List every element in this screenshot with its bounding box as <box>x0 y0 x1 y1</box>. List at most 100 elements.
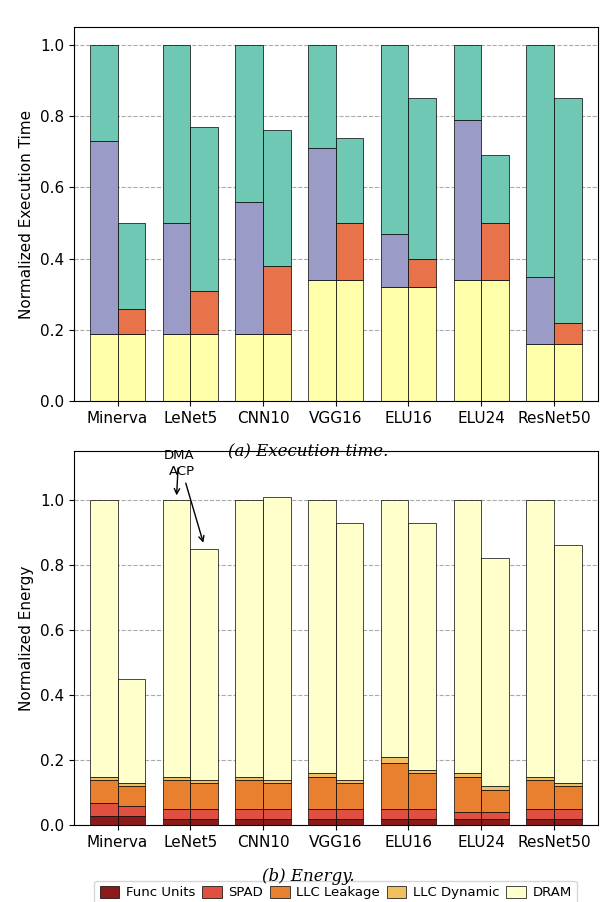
Text: ACP: ACP <box>169 465 204 541</box>
Bar <box>235 45 263 202</box>
Bar <box>90 500 118 777</box>
Legend: Accelerator Compute, ACP, DMA, CPU: Accelerator Compute, ACP, DMA, CPU <box>149 456 522 481</box>
Bar <box>453 773 481 777</box>
Bar <box>481 281 509 401</box>
Bar <box>235 500 263 777</box>
Bar <box>263 131 291 266</box>
Bar <box>235 819 263 825</box>
Bar <box>408 522 436 770</box>
Bar <box>308 819 336 825</box>
Bar <box>408 819 436 825</box>
Bar <box>90 779 118 803</box>
Bar <box>526 777 554 779</box>
Bar <box>481 787 509 789</box>
Bar <box>408 98 436 259</box>
Bar <box>554 787 582 809</box>
Bar <box>190 783 218 809</box>
Bar <box>336 783 363 809</box>
Bar <box>453 777 481 813</box>
Bar <box>263 497 291 779</box>
Bar <box>481 155 509 223</box>
Bar <box>336 223 363 281</box>
Bar <box>381 288 408 401</box>
Bar <box>235 779 263 809</box>
Bar <box>263 334 291 401</box>
Bar <box>554 809 582 819</box>
Bar <box>526 345 554 401</box>
Bar <box>118 783 145 787</box>
Bar <box>554 819 582 825</box>
Bar <box>453 45 481 120</box>
Bar <box>336 809 363 819</box>
Bar <box>308 148 336 281</box>
Bar <box>308 809 336 819</box>
Bar <box>481 819 509 825</box>
Bar <box>554 783 582 787</box>
Bar <box>336 522 363 779</box>
Bar <box>336 779 363 783</box>
Bar <box>526 500 554 777</box>
Bar <box>408 809 436 819</box>
Bar <box>336 281 363 401</box>
Bar <box>526 779 554 809</box>
Bar <box>381 819 408 825</box>
Bar <box>118 223 145 308</box>
Bar <box>381 757 408 763</box>
Bar <box>381 45 408 234</box>
Bar <box>408 773 436 809</box>
Bar <box>453 500 481 773</box>
Bar <box>90 141 118 334</box>
Bar <box>263 266 291 334</box>
Bar <box>235 809 263 819</box>
Bar <box>308 773 336 777</box>
Bar <box>90 803 118 815</box>
Bar <box>408 288 436 401</box>
Bar <box>554 546 582 783</box>
Bar <box>263 809 291 819</box>
Bar <box>453 819 481 825</box>
Legend: Func Units, SPAD, LLC Leakage, LLC Dynamic, DRAM: Func Units, SPAD, LLC Leakage, LLC Dynam… <box>94 880 577 902</box>
Bar <box>163 819 190 825</box>
Bar <box>118 805 145 815</box>
Bar <box>554 98 582 323</box>
Bar <box>481 789 509 813</box>
Bar <box>163 223 190 334</box>
Bar <box>190 779 218 783</box>
Bar <box>381 500 408 757</box>
Bar <box>190 127 218 290</box>
Bar <box>481 223 509 281</box>
Bar <box>308 45 336 148</box>
Bar <box>190 290 218 334</box>
Bar <box>381 809 408 819</box>
Bar <box>90 815 118 825</box>
Bar <box>336 819 363 825</box>
Bar <box>526 277 554 345</box>
Bar <box>263 783 291 809</box>
Bar <box>235 334 263 401</box>
Bar <box>90 45 118 141</box>
Bar <box>163 334 190 401</box>
Bar <box>453 281 481 401</box>
Bar <box>118 334 145 401</box>
Bar <box>118 308 145 334</box>
Bar <box>308 281 336 401</box>
Bar <box>308 500 336 773</box>
Bar <box>163 500 190 777</box>
Bar <box>90 334 118 401</box>
Bar <box>453 120 481 281</box>
Text: (a) Execution time.: (a) Execution time. <box>228 444 388 461</box>
Bar <box>190 819 218 825</box>
Bar <box>263 819 291 825</box>
Text: DMA: DMA <box>163 449 194 494</box>
Bar <box>190 809 218 819</box>
Bar <box>453 813 481 819</box>
Bar <box>163 777 190 779</box>
Bar <box>90 777 118 779</box>
Bar <box>118 815 145 825</box>
Bar <box>235 202 263 334</box>
Bar <box>481 813 509 819</box>
Bar <box>526 45 554 277</box>
Bar <box>336 138 363 223</box>
Text: (b) Energy.: (b) Energy. <box>262 868 354 885</box>
Bar <box>308 777 336 809</box>
